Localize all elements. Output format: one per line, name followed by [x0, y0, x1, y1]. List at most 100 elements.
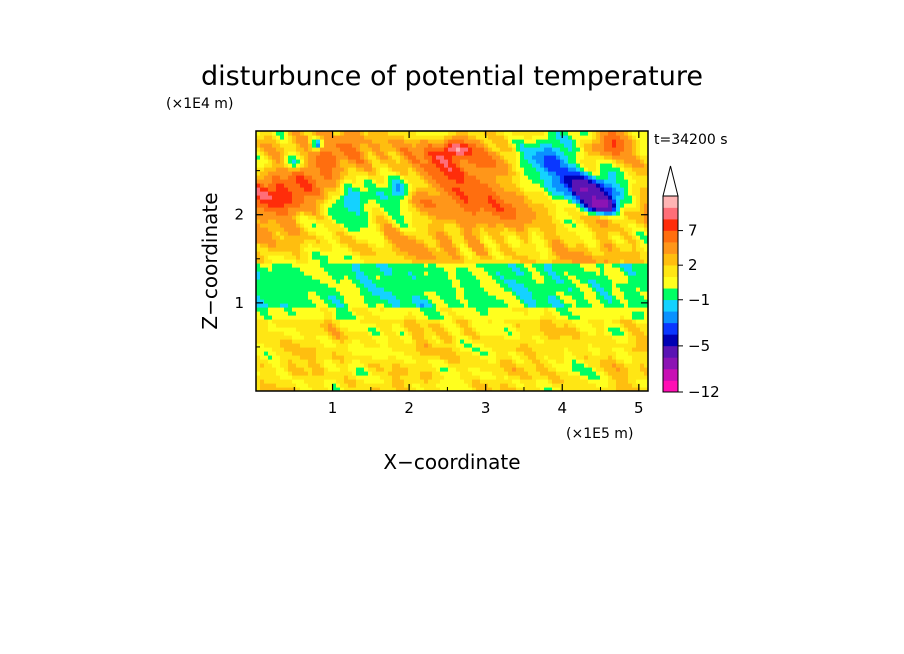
contour-cell: [500, 323, 505, 328]
contour-cell: [312, 195, 317, 200]
contour-cell: [520, 279, 525, 284]
contour-cell: [532, 131, 537, 136]
contour-cell: [288, 207, 293, 212]
contour-cell: [372, 131, 377, 136]
contour-cell: [488, 191, 493, 196]
contour-cell: [256, 363, 261, 368]
contour-cell: [536, 159, 541, 164]
contour-cell: [468, 371, 473, 376]
contour-cell: [280, 379, 285, 384]
contour-cell: [360, 199, 365, 204]
contour-cell: [500, 367, 505, 372]
contour-cell: [532, 339, 537, 344]
contour-cell: [304, 147, 309, 152]
contour-cell: [312, 255, 317, 260]
contour-cell: [348, 135, 353, 140]
contour-cell: [340, 143, 345, 148]
contour-cell: [484, 367, 489, 372]
contour-cell: [348, 267, 353, 272]
contour-cell: [376, 243, 381, 248]
contour-cell: [312, 159, 317, 164]
contour-cell: [488, 315, 493, 320]
contour-cell: [372, 255, 377, 260]
contour-cell: [512, 303, 517, 308]
contour-cell: [440, 323, 445, 328]
contour-cell: [432, 279, 437, 284]
contour-cell: [532, 347, 537, 352]
contour-cell: [260, 155, 265, 160]
contour-cell: [556, 147, 561, 152]
contour-cell: [500, 231, 505, 236]
contour-cell: [336, 311, 341, 316]
contour-cell: [284, 275, 289, 280]
contour-cell: [432, 367, 437, 372]
contour-cell: [304, 323, 309, 328]
contour-cell: [344, 223, 349, 228]
contour-cell: [456, 227, 461, 232]
contour-cell: [456, 323, 461, 328]
contour-cell: [276, 267, 281, 272]
contour-cell: [276, 239, 281, 244]
contour-cell: [536, 151, 541, 156]
contour-cell: [464, 135, 469, 140]
contour-cell: [556, 259, 561, 264]
contour-cell: [540, 275, 545, 280]
contour-cell: [288, 347, 293, 352]
contour-cell: [404, 367, 409, 372]
contour-cell: [496, 343, 501, 348]
contour-cell: [520, 147, 525, 152]
contour-cell: [460, 183, 465, 188]
contour-cell: [468, 219, 473, 224]
contour-cell: [520, 291, 525, 296]
contour-cell: [364, 143, 369, 148]
contour-cell: [300, 315, 305, 320]
contour-cell: [560, 271, 565, 276]
contour-cell: [532, 359, 537, 364]
contour-cell: [316, 159, 321, 164]
contour-cell: [296, 331, 301, 336]
contour-cell: [404, 279, 409, 284]
contour-cell: [448, 131, 453, 136]
contour-cell: [328, 363, 333, 368]
contour-cell: [348, 219, 353, 224]
contour-cell: [460, 343, 465, 348]
contour-cell: [368, 375, 373, 380]
contour-cell: [472, 235, 477, 240]
contour-cell: [448, 283, 453, 288]
contour-cell: [364, 235, 369, 240]
contour-cell: [396, 299, 401, 304]
contour-cell: [428, 263, 433, 268]
contour-cell: [324, 215, 329, 220]
contour-cell: [308, 155, 313, 160]
contour-cell: [276, 331, 281, 336]
contour-cell: [316, 299, 321, 304]
contour-cell: [320, 183, 325, 188]
contour-cell: [352, 251, 357, 256]
contour-cell: [400, 335, 405, 340]
contour-cell: [384, 327, 389, 332]
contour-cell: [496, 207, 501, 212]
contour-cell: [552, 183, 557, 188]
contour-cell: [484, 239, 489, 244]
contour-cell: [464, 139, 469, 144]
contour-cell: [320, 311, 325, 316]
contour-cell: [520, 307, 525, 312]
contour-cell: [276, 351, 281, 356]
contour-cell: [520, 375, 525, 380]
contour-cell: [484, 351, 489, 356]
contour-cell: [516, 155, 521, 160]
contour-cell: [404, 355, 409, 360]
contour-cell: [256, 135, 261, 140]
contour-cell: [408, 287, 413, 292]
contour-cell: [460, 295, 465, 300]
contour-cell: [504, 243, 509, 248]
contour-cell: [496, 183, 501, 188]
contour-cell: [356, 331, 361, 336]
contour-cell: [384, 323, 389, 328]
contour-cell: [408, 199, 413, 204]
contour-cell: [468, 355, 473, 360]
contour-cell: [320, 263, 325, 268]
contour-cell: [260, 275, 265, 280]
contour-cell: [468, 351, 473, 356]
contour-cell: [516, 255, 521, 260]
